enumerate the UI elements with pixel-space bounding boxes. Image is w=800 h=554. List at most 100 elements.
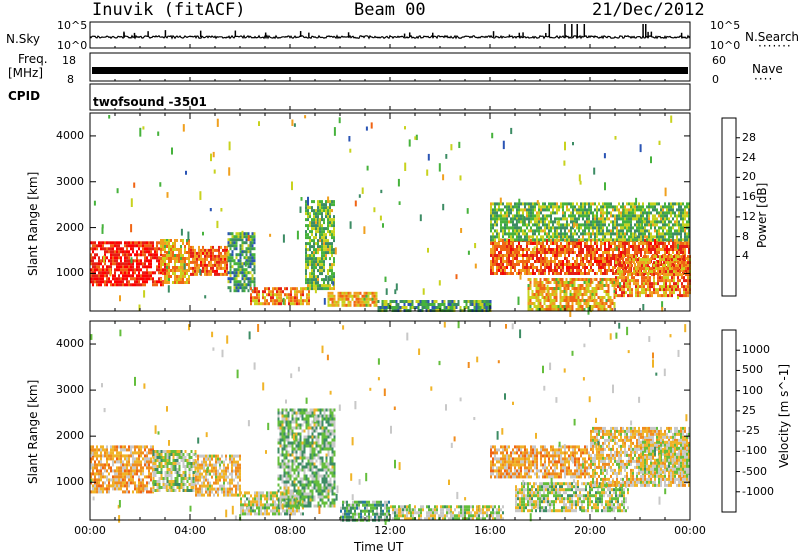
heatmap-cell xyxy=(542,214,544,218)
heatmap-cell xyxy=(100,277,102,281)
heatmap-cell xyxy=(241,241,244,245)
heatmap-cell xyxy=(642,242,644,245)
heatmap-cell xyxy=(544,214,546,218)
heatmap-cell xyxy=(94,487,96,491)
heatmap-cell xyxy=(581,308,584,311)
heatmap-cell xyxy=(329,287,331,291)
heatmap-cell xyxy=(124,277,126,281)
heatmap-cell xyxy=(182,266,184,269)
heatmap-cell xyxy=(202,260,204,264)
heatmap-cell xyxy=(308,293,310,297)
heatmap-cell xyxy=(492,242,494,245)
heatmap-cell xyxy=(574,229,576,233)
heatmap-cell xyxy=(665,276,667,280)
heatmap-cell xyxy=(90,460,92,464)
heatmap-cell xyxy=(683,294,685,298)
heatmap-cell xyxy=(128,244,130,248)
heatmap-cell xyxy=(536,269,538,272)
heatmap-cell xyxy=(585,290,588,293)
heatmap-cell xyxy=(355,294,358,298)
heatmap-cell xyxy=(306,299,308,303)
heatmap-cell xyxy=(307,233,309,237)
heatmap-cell xyxy=(126,265,128,269)
heatmap-cell xyxy=(134,451,136,455)
heatmap-cell xyxy=(514,266,516,269)
heatmap-cell xyxy=(667,273,669,277)
heatmap-speck xyxy=(650,156,652,164)
heatmap-cell xyxy=(90,256,92,260)
heatmap-cell xyxy=(210,248,212,252)
heatmap-cell xyxy=(226,266,228,270)
heatmap-cell xyxy=(126,268,128,272)
heatmap-cell xyxy=(292,287,294,291)
heatmap-cell xyxy=(96,481,98,485)
heatmap-cell xyxy=(492,263,494,266)
heatmap-cell xyxy=(631,294,633,298)
heatmap-cell xyxy=(308,302,310,306)
heatmap-cell xyxy=(614,223,616,227)
heatmap-cell xyxy=(680,242,682,245)
heatmap-cell xyxy=(573,290,576,293)
heatmap-cell xyxy=(502,214,504,218)
heatmap-cell xyxy=(110,265,112,269)
heatmap-cell xyxy=(530,205,532,209)
heatmap-cell xyxy=(237,271,240,275)
heatmap-cell xyxy=(276,287,278,291)
heatmap-cell xyxy=(566,205,568,209)
heatmap-cell xyxy=(194,266,196,270)
heatmap-cell xyxy=(134,280,136,284)
heatmap-cell xyxy=(152,241,154,245)
heatmap-cell xyxy=(532,272,534,275)
heatmap-cell xyxy=(596,208,598,212)
heatmap-cell xyxy=(622,205,624,209)
heatmap-cell xyxy=(331,275,333,279)
heatmap-cell xyxy=(249,250,252,254)
heatmap-cell xyxy=(170,275,172,278)
heatmap-cell xyxy=(610,211,612,215)
heatmap-cell xyxy=(624,223,626,227)
heatmap-cell xyxy=(600,205,602,209)
heatmap-cell xyxy=(658,251,660,254)
heatmap-cell xyxy=(574,272,576,275)
heatmap-cell xyxy=(623,276,625,280)
heatmap-cell xyxy=(168,251,170,254)
heatmap-cell xyxy=(118,241,120,245)
heatmap-cell xyxy=(214,254,216,258)
heatmap-cell xyxy=(124,454,126,458)
heatmap-cell xyxy=(637,285,639,289)
heatmap-cell xyxy=(574,205,576,209)
heatmap-cell xyxy=(298,302,300,306)
heatmap-cell xyxy=(116,484,118,488)
heatmap-cell xyxy=(245,232,248,236)
heatmap-cell xyxy=(124,472,126,476)
heatmap-cell xyxy=(313,215,315,219)
heatmap-cell xyxy=(526,202,528,206)
heatmap-cell xyxy=(124,253,126,257)
heatmap-cell xyxy=(321,230,323,234)
heatmap-speck xyxy=(130,198,133,208)
heatmap-cell xyxy=(671,285,673,289)
heatmap-cell xyxy=(541,308,544,311)
heatmap-cell xyxy=(235,235,238,239)
heatmap-cell xyxy=(319,212,321,216)
heatmap-cell xyxy=(174,239,176,242)
heatmap-cell xyxy=(590,242,592,245)
heatmap-cell xyxy=(126,457,128,461)
heatmap-cell xyxy=(325,236,327,240)
heatmap-cell xyxy=(595,290,598,293)
heatmap-cell xyxy=(562,232,564,236)
heatmap-cell xyxy=(168,248,170,251)
heatmap-speck xyxy=(419,214,422,222)
heatmap-cell xyxy=(606,202,608,206)
heatmap-cell xyxy=(136,265,138,269)
heatmap-cell xyxy=(552,223,554,227)
heatmap-cell xyxy=(538,232,540,236)
heatmap-cell xyxy=(327,212,329,216)
heatmap-cell xyxy=(128,469,130,473)
heatmap-cell xyxy=(116,487,118,491)
heatmap-cell xyxy=(618,232,620,236)
heatmap-cell xyxy=(590,226,592,230)
heatmap-cell xyxy=(120,460,122,464)
heatmap-cell xyxy=(663,291,665,295)
heatmap-cell xyxy=(528,202,530,206)
